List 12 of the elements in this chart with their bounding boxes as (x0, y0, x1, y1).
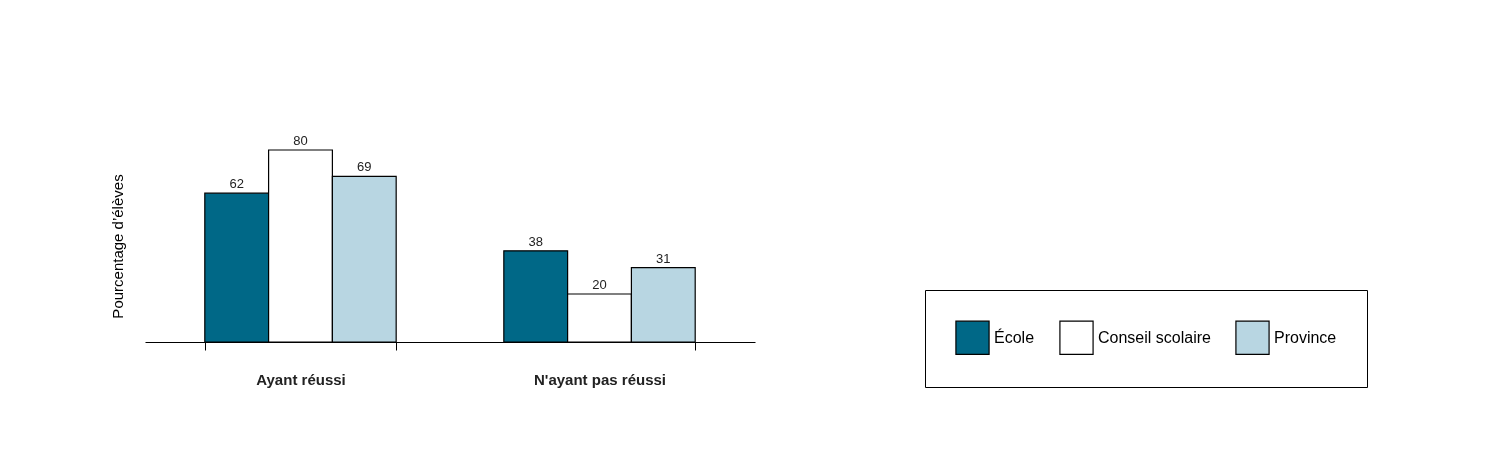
data-label: 31 (656, 250, 671, 266)
data-label: 38 (528, 233, 543, 249)
data-label: 62 (229, 176, 244, 192)
data-label: 69 (357, 159, 372, 175)
legend-label: Conseil scolaire (1098, 328, 1212, 346)
legend-label: Province (1274, 328, 1337, 346)
data-label: 20 (592, 277, 607, 292)
y-axis-title: Pourcentage d’élèves (108, 174, 126, 319)
data-label: 80 (293, 133, 308, 148)
x-tick-label: Ayant réussi (256, 370, 346, 388)
legend-label: École (994, 327, 1035, 346)
x-tick-label: N'ayant pas réussi (534, 370, 666, 388)
